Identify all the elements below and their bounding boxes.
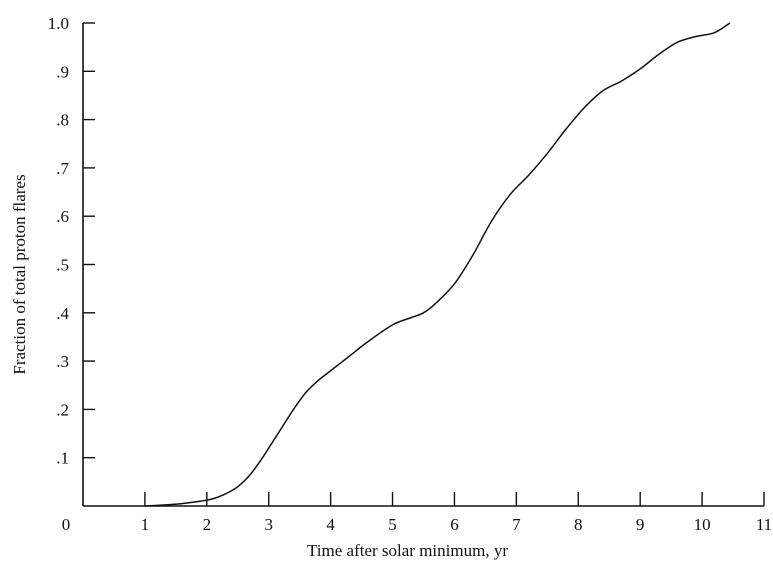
x-tick-label: 11 bbox=[756, 515, 772, 534]
x-tick-label: 0 bbox=[62, 515, 71, 534]
y-tick-label: .9 bbox=[56, 62, 69, 81]
y-tick-label: 1.0 bbox=[48, 14, 69, 33]
y-tick-label: .6 bbox=[56, 207, 69, 226]
x-tick-label: 5 bbox=[388, 515, 397, 534]
y-tick-label: .4 bbox=[56, 304, 69, 323]
x-tick-label: 8 bbox=[574, 515, 583, 534]
y-tick-label: .7 bbox=[56, 159, 69, 178]
y-tick-label: .5 bbox=[56, 256, 69, 275]
x-axis-title: Time after solar minimum, yr bbox=[307, 541, 508, 560]
x-tick-label: 2 bbox=[203, 515, 212, 534]
x-tick-label: 9 bbox=[636, 515, 645, 534]
x-tick-label: 6 bbox=[450, 515, 459, 534]
plot-area: 0 1 2 3 4 5 6 7 8 9 10 11 .1 .2 .3 .4 .5 .6 .7 .8 .9 1.0 bbox=[48, 14, 772, 534]
x-tick-label: 10 bbox=[694, 515, 711, 534]
y-tick-label: .1 bbox=[56, 449, 69, 468]
series-line bbox=[144, 22, 731, 507]
x-tick-label: 3 bbox=[264, 515, 273, 534]
x-tick-label: 7 bbox=[512, 515, 521, 534]
y-tick-label: .3 bbox=[56, 352, 69, 371]
x-tick-label: 1 bbox=[141, 515, 150, 534]
y-tick-label: .2 bbox=[56, 400, 69, 419]
x-tick-label: 4 bbox=[326, 515, 335, 534]
y-axis-title: Fraction of total proton flares bbox=[10, 174, 29, 374]
y-tick-label: .8 bbox=[56, 111, 69, 130]
